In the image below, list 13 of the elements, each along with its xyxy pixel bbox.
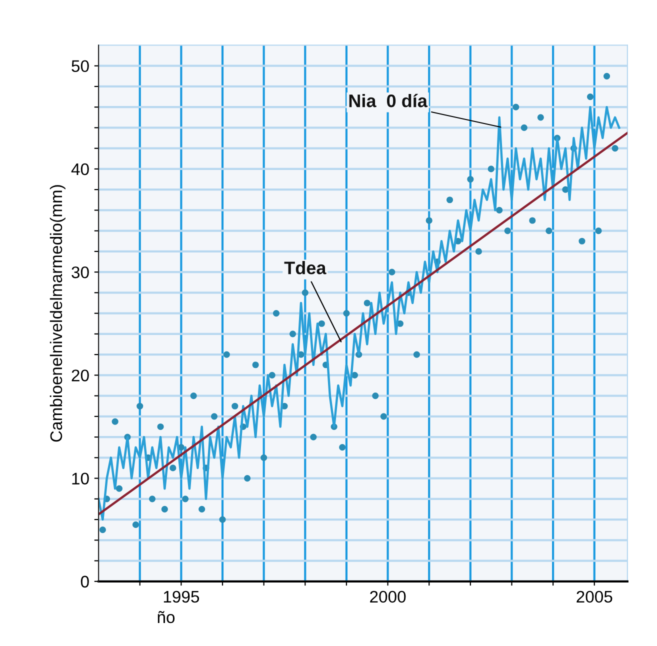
- x-tick-label: 2005: [576, 590, 612, 603]
- y-tick-label: 50: [72, 60, 89, 72]
- annotation: Nia 0 día: [349, 94, 428, 108]
- y-tick-label: 20: [72, 370, 89, 382]
- y-tick-label: 10: [72, 472, 89, 484]
- x-tick-label: 1995: [164, 590, 200, 603]
- x-tick-label: 2000: [370, 590, 406, 603]
- y-tick-label: 40: [71, 163, 89, 176]
- y-tick-label: 0: [80, 576, 89, 588]
- annotation: Tdea: [284, 261, 326, 274]
- y-tick-label: 30: [72, 266, 89, 278]
- y-axis-title: Cambioenelniveldelmarmedio(mm): [50, 185, 66, 442]
- x-axis-title: ño: [158, 611, 175, 624]
